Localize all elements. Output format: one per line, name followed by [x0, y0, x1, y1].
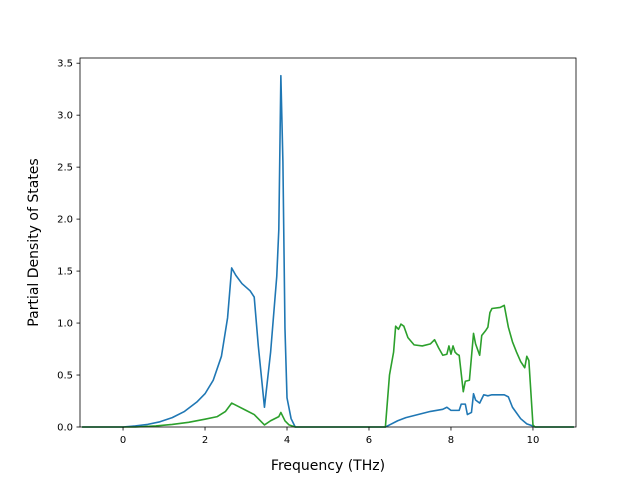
- series-line-2: [82, 304, 574, 428]
- y-tick-label: 1.5: [57, 267, 73, 278]
- y-axis-ticks: 0.0 0.5 1.0 1.5 2.0 2.5 3.0 3.5: [57, 59, 80, 434]
- y-tick-label: 2.5: [57, 163, 73, 174]
- plot-frame: [79, 57, 577, 428]
- y-tick-label: 0.5: [57, 371, 73, 382]
- y-tick-label: 0.0: [57, 423, 73, 434]
- x-tick-label: 10: [527, 435, 540, 446]
- x-axis-ticks: 0 2 4 6 8 10: [120, 427, 539, 446]
- x-tick-label: 0: [120, 435, 126, 446]
- y-tick-label: 3.0: [57, 111, 73, 122]
- x-tick-label: 6: [366, 435, 372, 446]
- plot-area-background: [80, 58, 576, 427]
- x-tick-label: 4: [284, 435, 290, 446]
- y-tick-label: 1.0: [57, 319, 73, 330]
- y-tick-label: 3.5: [57, 59, 73, 70]
- x-axis-label: Frequency (THz): [271, 458, 385, 474]
- x-tick-label: 2: [202, 435, 208, 446]
- y-axis-label: Partial Density of States: [26, 158, 42, 326]
- y-tick-label: 2.0: [57, 215, 73, 226]
- x-tick-label: 8: [448, 435, 454, 446]
